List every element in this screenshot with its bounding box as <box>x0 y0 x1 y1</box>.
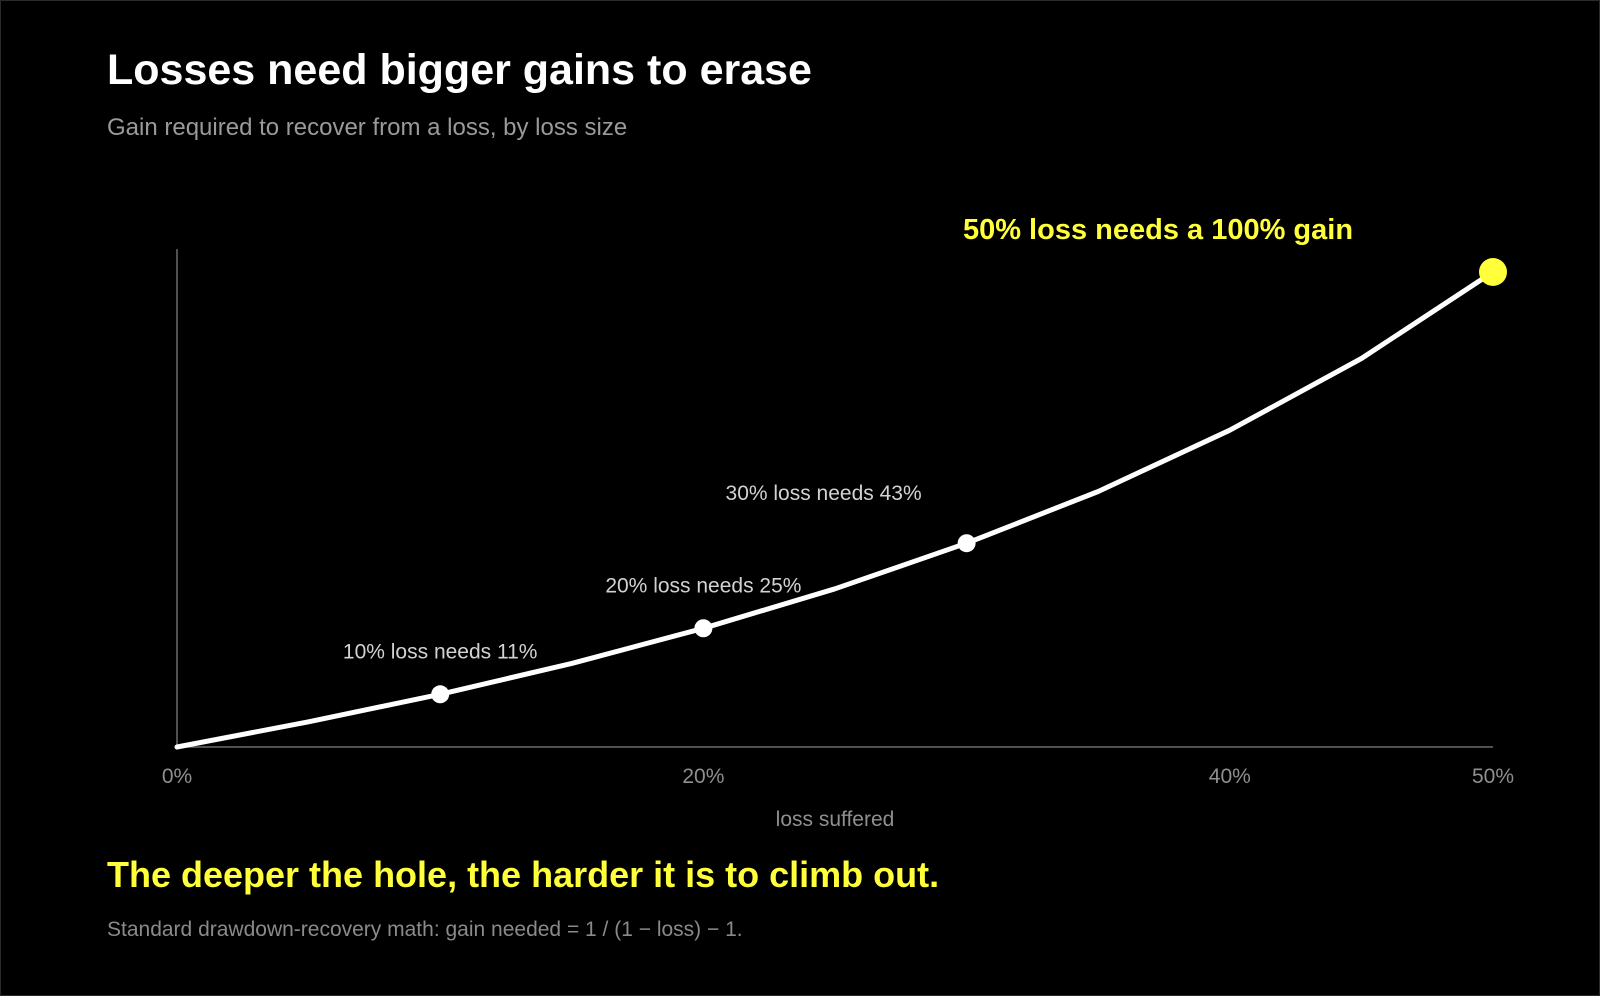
point-annotation: 10% loss needs 11% <box>343 640 538 663</box>
highlight-annotation: 50% loss needs a 100% gain <box>963 214 1353 246</box>
source-note: Standard drawdown-recovery math: gain ne… <box>107 918 743 941</box>
annotated-point <box>431 685 450 704</box>
highlight-point <box>1479 258 1507 286</box>
x-tick-label: 20% <box>682 765 724 788</box>
takeaway-text: The deeper the hole, the harder it is to… <box>107 854 940 895</box>
chart-axes: 0% 20% 40% 50% loss suffered <box>162 249 1514 831</box>
chart-subtitle: Gain required to recover from a loss, by… <box>107 114 628 141</box>
chart-marks <box>431 258 1507 704</box>
chart-title: Losses need bigger gains to erase <box>107 46 812 94</box>
point-annotation: 20% loss needs 25% <box>605 574 801 597</box>
point-annotation: 30% loss needs 43% <box>726 482 922 505</box>
x-tick-label: 0% <box>162 765 192 788</box>
x-tick-label: 50% <box>1472 765 1514 788</box>
chart-labels: 10% loss needs 11% 20% loss needs 25% 30% … <box>343 214 1353 663</box>
annotated-point <box>694 619 713 638</box>
x-tick-label: 40% <box>1209 765 1251 788</box>
chart-series <box>174 269 1496 750</box>
x-axis-label: loss suffered <box>776 808 895 831</box>
series-line <box>174 269 1496 750</box>
annotated-point <box>957 534 976 553</box>
